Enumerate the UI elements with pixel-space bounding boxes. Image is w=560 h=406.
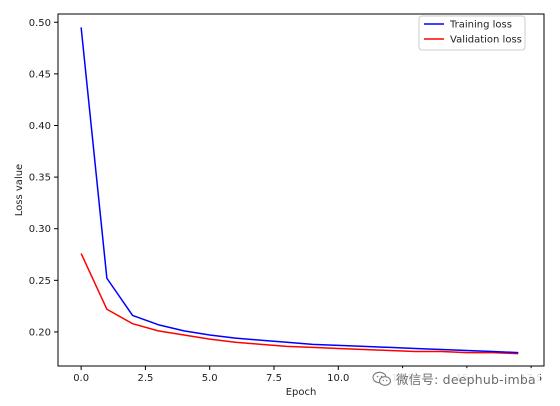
legend-label-validation: Validation loss [450, 35, 522, 46]
watermark-text: 微信号: deephub-imba [396, 372, 536, 387]
y-tick-label: 0.45 [29, 69, 51, 80]
series-line-training-loss [80, 27, 519, 354]
x-axis-title: Epoch [286, 387, 317, 398]
series-layer [80, 27, 519, 355]
wechat-icon [372, 371, 392, 386]
x-tick-label: 0.0 [73, 373, 89, 384]
legend-box [418, 15, 526, 51]
plot-frame [57, 13, 545, 367]
x-tick-label: 7.5 [266, 373, 282, 384]
legend-label-training: Training loss [449, 20, 512, 31]
y-tick-label: 0.40 [29, 121, 51, 132]
y-tick-label: 0.25 [29, 276, 51, 287]
y-tick-label: 0.35 [29, 173, 51, 184]
y-axis-title: Loss value [14, 164, 25, 216]
x-tick-label: 5.0 [202, 373, 218, 384]
legend: Training loss Validation loss [418, 15, 526, 51]
watermark: 微信号: deephub-imba [370, 368, 540, 389]
y-axis-ticks: 0.20 0.25 0.30 0.35 0.40 0.45 0.50 [29, 18, 58, 338]
x-tick-label: 2.5 [137, 373, 153, 384]
x-tick-label: 10.0 [327, 373, 349, 384]
y-tick-label: 0.50 [29, 18, 51, 29]
y-tick-label: 0.30 [29, 224, 51, 235]
series-line-validation-loss [80, 253, 519, 355]
y-tick-label: 0.20 [29, 327, 51, 338]
